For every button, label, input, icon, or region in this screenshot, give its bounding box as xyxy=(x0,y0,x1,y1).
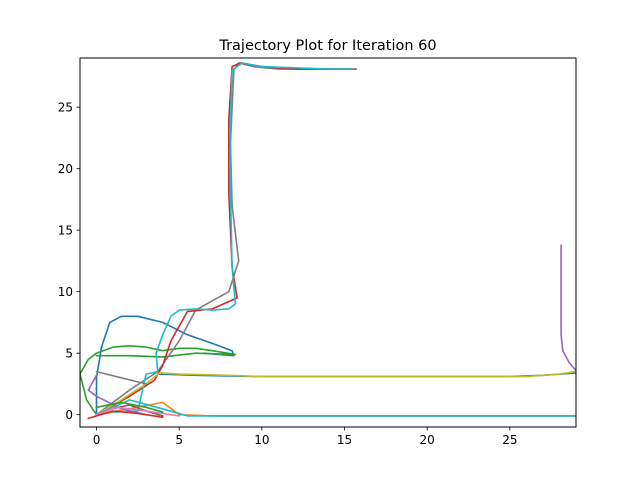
x-tick-label-4: 20 xyxy=(420,433,435,447)
trajectory-line-12 xyxy=(95,406,180,417)
y-tick-label-3: 15 xyxy=(58,224,73,238)
y-tick-label-1: 5 xyxy=(65,347,73,361)
y-tick-label-0: 0 xyxy=(65,408,73,422)
trajectory-line-15 xyxy=(95,370,147,385)
trajectory-line-8 xyxy=(95,399,576,417)
x-tick-label-3: 15 xyxy=(337,433,352,447)
plot-frame xyxy=(79,57,577,428)
trajectory-line-4 xyxy=(95,62,354,416)
trajectory-line-9 xyxy=(560,244,576,372)
y-tick-label-4: 20 xyxy=(58,162,73,176)
trajectory-line-14 xyxy=(95,401,164,414)
x-tick-label-2: 10 xyxy=(254,433,269,447)
trajectory-line-6 xyxy=(95,370,576,416)
chart-title: Trajectory Plot for Iteration 60 xyxy=(218,38,436,54)
x-tick-label-0: 0 xyxy=(93,433,101,447)
trajectory-line-1 xyxy=(80,344,237,416)
x-tick-label-1: 5 xyxy=(175,433,183,447)
y-tick-label-2: 10 xyxy=(58,285,73,299)
x-tick-label-5: 25 xyxy=(502,433,517,447)
series-layer xyxy=(80,62,576,420)
trajectory-line-10 xyxy=(87,374,147,416)
y-tick-label-5: 25 xyxy=(58,101,73,115)
trajectory-line-13 xyxy=(87,410,164,420)
axis-layer: 0 5 10 15 20 25 0 5 10 15 20 25 xyxy=(58,101,518,447)
trajectory-line-2 xyxy=(95,62,354,416)
